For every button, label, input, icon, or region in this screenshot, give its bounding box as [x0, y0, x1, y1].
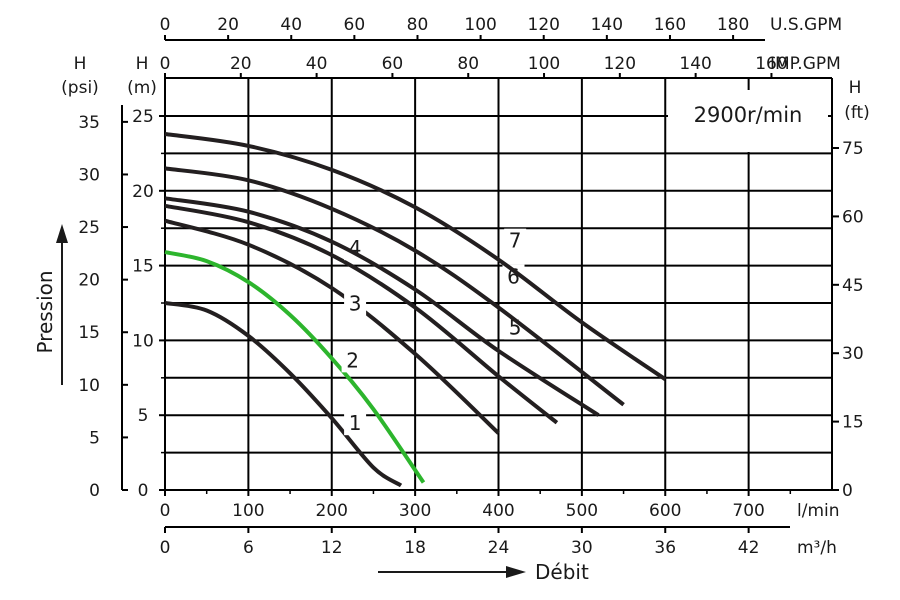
psi-tick-label: 0: [89, 481, 100, 501]
grid: [165, 78, 833, 490]
usgpm-tick-label: 20: [217, 15, 239, 35]
psi-tick-label: 35: [78, 113, 100, 133]
usgpm-tick-label: 180: [717, 15, 749, 35]
curve-2: [164, 250, 426, 484]
axes: [121, 35, 839, 533]
ft-tick-label: 0: [842, 481, 853, 501]
impgpm-tick-label: 0: [160, 54, 171, 74]
m3h-tick-label: 30: [571, 538, 593, 558]
curve-label-7: 7: [509, 229, 522, 253]
lmin-unit: l/min: [797, 501, 840, 521]
impgpm-tick-label: 80: [457, 54, 479, 74]
usgpm-tick-label: 140: [591, 15, 623, 35]
curve-label-bg: [502, 264, 525, 289]
m3h-tick-label: 36: [654, 538, 676, 558]
curve-label-2: 2: [346, 348, 359, 372]
ft-tick-label: 60: [842, 207, 864, 227]
m3h-tick-label: 42: [738, 538, 760, 558]
usgpm-tick-label: 80: [407, 15, 429, 35]
lmin-tick-label: 600: [649, 501, 681, 521]
usgpm-tick-label: 120: [528, 15, 560, 35]
psi-tick-label: 25: [78, 218, 100, 238]
m-tick-label: 10: [132, 331, 154, 351]
curve-label-bg: [504, 315, 527, 340]
psi-tick-label: 30: [78, 165, 100, 185]
usgpm-tick-label: 0: [160, 15, 171, 35]
m3h-unit: m³/h: [797, 538, 837, 558]
curve-5: [164, 196, 600, 417]
curve-label-bg: [341, 348, 364, 373]
m3h-tick-label: 0: [160, 538, 171, 558]
curve-label-bg: [344, 411, 367, 436]
m-tick-label: 20: [132, 182, 154, 202]
psi-tick-label: 5: [89, 428, 100, 448]
m-tick-label: 15: [132, 257, 154, 277]
curve-3: [164, 218, 500, 435]
impgpm-tick-label: 140: [679, 54, 711, 74]
psi-tick-label: 10: [78, 376, 100, 396]
impgpm-tick-label: 60: [382, 54, 404, 74]
lmin-tick-label: 400: [482, 501, 514, 521]
lmin-tick-label: 100: [232, 501, 264, 521]
svg-text:Débit: Débit: [535, 560, 589, 584]
curve-label-bg: [504, 228, 527, 253]
m-unit: (m): [127, 78, 157, 98]
m3h-tick-label: 6: [243, 538, 254, 558]
psi-tick-label: 15: [78, 323, 100, 343]
lmin-tick-label: 500: [566, 501, 598, 521]
curve-label-1: 1: [349, 411, 362, 435]
usgpm-tick-label: 100: [464, 15, 496, 35]
impgpm-unit: IMP.GPM: [770, 54, 841, 74]
impgpm-tick-label: 40: [306, 54, 328, 74]
curve-7: [164, 132, 667, 381]
psi-h-label: H: [74, 54, 87, 74]
curve-1: [164, 301, 403, 488]
ft-tick-label: 45: [842, 276, 864, 296]
m-tick-label: 5: [138, 406, 149, 426]
curve-label-3: 3: [349, 291, 362, 315]
m3h-tick-label: 12: [321, 538, 343, 558]
usgpm-tick-label: 40: [280, 15, 302, 35]
speed-label: 2900r/min: [694, 103, 803, 127]
psi-unit: (psi): [61, 78, 99, 98]
ft-tick-label: 75: [842, 139, 864, 159]
lmin-tick-label: 0: [160, 501, 171, 521]
lmin-tick-label: 300: [399, 501, 431, 521]
ft-unit: (ft): [844, 103, 870, 123]
impgpm-tick-label: 160: [755, 54, 787, 74]
curve-label-bg: [344, 291, 367, 316]
ft-tick-label: 15: [842, 413, 864, 433]
m3h-tick-label: 18: [404, 538, 426, 558]
ft-h-label: H: [849, 78, 862, 98]
lmin-tick-label: 700: [732, 501, 764, 521]
speed-box: [668, 90, 828, 152]
impgpm-tick-label: 120: [604, 54, 636, 74]
impgpm-tick-label: 20: [230, 54, 252, 74]
y-axis-title: Pression: [33, 224, 68, 385]
usgpm-unit: U.S.GPM: [770, 15, 842, 35]
lmin-tick-label: 200: [316, 501, 348, 521]
impgpm-tick-label: 100: [528, 54, 560, 74]
curve-4: [164, 203, 559, 425]
curve-6: [164, 166, 625, 407]
m-tick-label: 25: [132, 107, 154, 127]
svg-text:Pression: Pression: [33, 270, 57, 353]
usgpm-tick-label: 60: [344, 15, 366, 35]
m-h-label: H: [136, 54, 149, 74]
x-axis-title: Débit: [378, 560, 589, 584]
usgpm-tick-label: 160: [654, 15, 686, 35]
psi-tick-label: 20: [78, 271, 100, 291]
ft-tick-label: 30: [842, 344, 864, 364]
m3h-tick-label: 24: [488, 538, 510, 558]
m-tick-label: 0: [138, 481, 149, 501]
